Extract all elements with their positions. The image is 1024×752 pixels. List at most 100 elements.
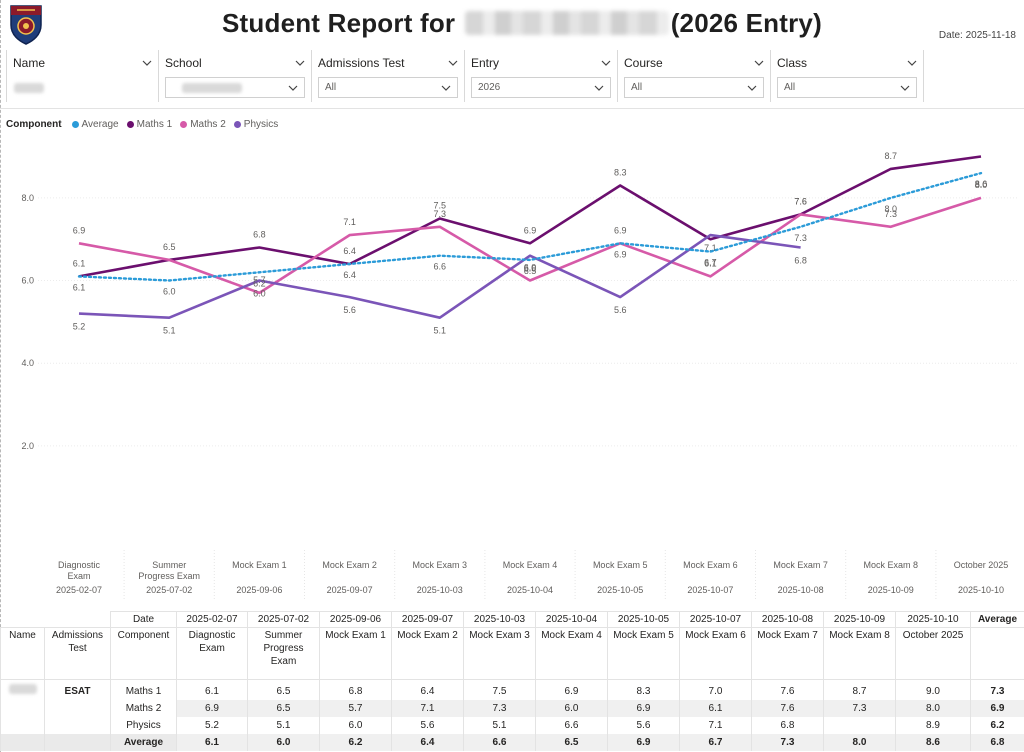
school-crest-icon bbox=[8, 3, 44, 46]
component-header[interactable]: Component bbox=[110, 627, 177, 680]
data-label: 6.2 bbox=[253, 278, 266, 288]
score-cell: 6.8 bbox=[751, 716, 824, 734]
legend-item-physics[interactable]: Physics bbox=[243, 119, 279, 130]
score-cell: 7.3 bbox=[823, 699, 896, 717]
blank-cell bbox=[44, 699, 111, 717]
x-date-label: 2025-10-05 bbox=[597, 585, 643, 595]
date-column-header: 2025-10-10 bbox=[895, 611, 971, 628]
y-tick-label: 8.0 bbox=[21, 193, 34, 203]
data-label: 5.1 bbox=[163, 326, 176, 336]
score-cell: 6.0 bbox=[535, 699, 608, 717]
slicer-class[interactable]: Class All bbox=[771, 50, 924, 102]
exam-column-header: Mock Exam 1 bbox=[319, 627, 392, 680]
class-dropdown[interactable]: All bbox=[777, 77, 917, 98]
data-label: 6.5 bbox=[524, 266, 537, 276]
component-cell: Average bbox=[110, 733, 177, 751]
date-column-header: 2025-10-08 bbox=[751, 611, 824, 628]
score-cell: 6.5 bbox=[535, 733, 608, 751]
row-average-cell: 6.8 bbox=[970, 733, 1024, 751]
score-cell bbox=[823, 716, 896, 734]
date-header: Date bbox=[110, 611, 177, 628]
score-cell: 7.6 bbox=[751, 699, 824, 717]
component-cell: Physics bbox=[110, 716, 177, 734]
blank-cell bbox=[45, 612, 111, 628]
score-cell: 8.0 bbox=[823, 733, 896, 751]
table-date-row: Date 2025-02-07 2025-07-02 2025-09-06 2025-… bbox=[1, 611, 1024, 628]
data-label: 6.1 bbox=[73, 282, 86, 292]
school-dropdown[interactable] bbox=[165, 77, 305, 98]
blank-cell bbox=[44, 733, 111, 751]
data-label: 6.6 bbox=[524, 264, 537, 274]
slicer-course-label: Course bbox=[624, 56, 663, 70]
x-category-label: Mock Exam 1 bbox=[232, 560, 287, 570]
chevron-down-icon[interactable] bbox=[142, 58, 152, 68]
score-cell: 6.0 bbox=[319, 716, 392, 734]
score-cell: 6.9 bbox=[607, 733, 680, 751]
data-label: 8.0 bbox=[885, 204, 898, 214]
exam-column-header: Mock Exam 2 bbox=[391, 627, 464, 680]
name-header[interactable]: Name bbox=[0, 627, 45, 680]
legend-item-average[interactable]: Average bbox=[81, 119, 119, 130]
chevron-down-icon[interactable] bbox=[754, 58, 764, 68]
admissions-test-header[interactable]: Admissions Test bbox=[44, 627, 111, 680]
series-line-maths-1 bbox=[78, 155, 982, 278]
slicer-school[interactable]: School bbox=[159, 50, 312, 102]
data-label: 7.6 bbox=[794, 196, 807, 206]
blank-cell bbox=[970, 627, 1024, 680]
y-tick-label: 2.0 bbox=[21, 441, 34, 451]
score-cell: 6.9 bbox=[176, 699, 248, 717]
slicer-entry[interactable]: Entry 2026 bbox=[465, 50, 618, 102]
redacted-name-value bbox=[14, 82, 44, 93]
x-date-label: 2025-09-06 bbox=[236, 585, 282, 595]
chevron-down-icon[interactable] bbox=[900, 83, 910, 93]
slicer-school-label: School bbox=[165, 56, 202, 70]
slicer-course[interactable]: Course All bbox=[618, 50, 771, 102]
date-column-header: 2025-09-06 bbox=[319, 611, 392, 628]
chevron-down-icon[interactable] bbox=[594, 83, 604, 93]
redacted-name-cell bbox=[0, 679, 45, 700]
entry-dropdown[interactable]: 2026 bbox=[471, 77, 611, 98]
score-cell: 8.6 bbox=[895, 733, 971, 751]
score-cell: 6.9 bbox=[535, 679, 608, 700]
filter-bar: Name School Admissions Test All Entry 20… bbox=[6, 50, 924, 102]
table-row: Physics 5.2 5.1 6.0 5.6 5.1 6.6 5.6 7.1 6.8 8.9 6.2 bbox=[0, 716, 1024, 734]
chevron-down-icon[interactable] bbox=[288, 83, 298, 93]
course-dropdown[interactable]: All bbox=[624, 77, 764, 98]
legend-item-maths-2[interactable]: Maths 2 bbox=[190, 119, 226, 130]
x-category-label: Exam bbox=[67, 571, 90, 581]
row-average-cell: 6.2 bbox=[970, 716, 1024, 734]
score-cell: 6.6 bbox=[463, 733, 536, 751]
chevron-down-icon[interactable] bbox=[601, 58, 611, 68]
title-prefix: Student Report for bbox=[222, 8, 456, 38]
chevron-down-icon[interactable] bbox=[441, 83, 451, 93]
slicer-name[interactable]: Name bbox=[6, 50, 159, 102]
data-label: 6.0 bbox=[253, 289, 266, 299]
slicer-admissions-test[interactable]: Admissions Test All bbox=[312, 50, 465, 102]
series-line-physics bbox=[78, 233, 801, 319]
score-cell: 8.9 bbox=[895, 716, 971, 734]
chevron-down-icon[interactable] bbox=[448, 58, 458, 68]
exam-column-header: October 2025 bbox=[895, 627, 971, 680]
data-label: 5.6 bbox=[614, 305, 627, 315]
exam-column-header: Mock Exam 4 bbox=[535, 627, 608, 680]
row-average-cell: 6.9 bbox=[970, 699, 1024, 717]
blank-cell bbox=[44, 716, 111, 734]
redacted-school-value bbox=[182, 82, 242, 93]
blank-cell bbox=[0, 733, 45, 751]
data-label: 6.9 bbox=[614, 225, 627, 235]
legend-item-maths-1[interactable]: Maths 1 bbox=[136, 119, 173, 130]
chevron-down-icon[interactable] bbox=[907, 58, 917, 68]
data-label: 6.9 bbox=[614, 249, 627, 259]
exam-column-header: Mock Exam 5 bbox=[607, 627, 680, 680]
admissions-test-dropdown[interactable]: All bbox=[318, 77, 458, 98]
chevron-down-icon[interactable] bbox=[295, 58, 305, 68]
chevron-down-icon[interactable] bbox=[747, 83, 757, 93]
score-cell: 6.0 bbox=[247, 733, 320, 751]
data-label: 6.1 bbox=[73, 258, 86, 268]
component-cell: Maths 1 bbox=[110, 679, 177, 700]
name-dropdown[interactable] bbox=[13, 77, 152, 98]
class-value: All bbox=[784, 82, 796, 93]
data-label: 7.6 bbox=[794, 196, 807, 206]
x-category-label: Mock Exam 6 bbox=[683, 560, 738, 570]
